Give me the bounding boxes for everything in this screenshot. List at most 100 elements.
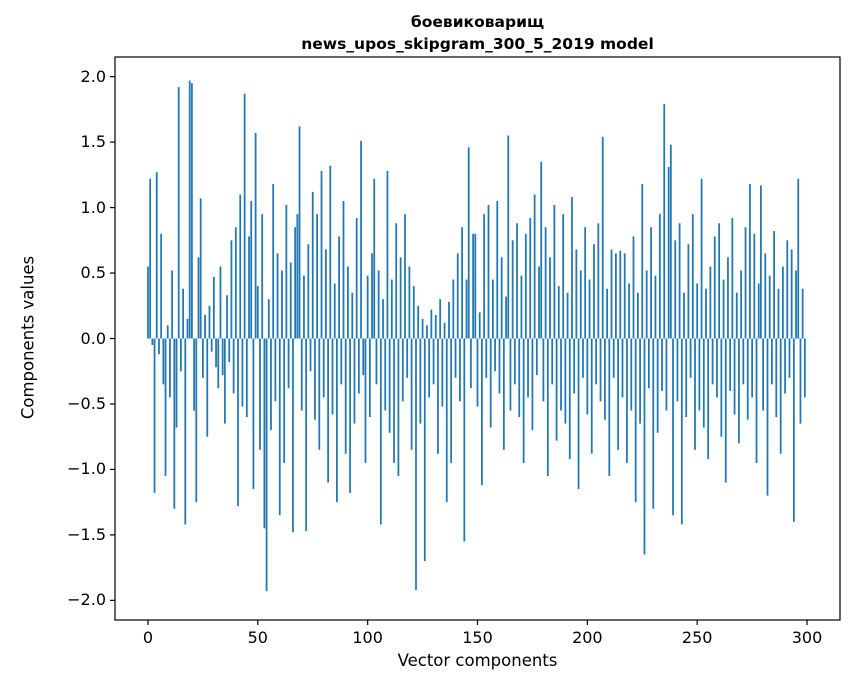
bar [230,240,233,339]
bar [191,83,193,339]
bar [379,338,382,525]
x-axis-label: Vector components [397,651,558,670]
bar [610,249,613,339]
bar [298,126,301,339]
bar [500,257,503,339]
bar [327,338,329,483]
bar [612,338,615,378]
bar [245,338,248,418]
bar [597,223,600,339]
bar [175,338,178,428]
bar [615,253,617,339]
y-tick-label: 0.5 [80,263,106,283]
bar [669,144,672,339]
bar [399,257,402,339]
bar [795,270,797,339]
bar [768,275,771,339]
bar [289,262,292,339]
bar [485,338,488,378]
bar [384,338,387,411]
bar [386,170,389,339]
bar [577,338,580,490]
bar [749,184,751,339]
bar [531,338,534,431]
bar [294,227,297,339]
bar [467,147,470,339]
bar [667,166,670,339]
bar [360,140,362,339]
bar [331,338,334,415]
chart-title-word: боевиковарищ [410,13,545,31]
bar [571,197,573,339]
bar [555,338,558,441]
bar [263,338,266,529]
bar [513,338,516,385]
bar [678,223,681,339]
bar [404,214,406,339]
bar [643,338,646,555]
bar [645,270,648,339]
bar [439,299,442,339]
bar [507,135,510,339]
bar [448,301,450,339]
bar [538,266,540,339]
bar [498,338,501,394]
x-tick-label: 150 [462,628,493,647]
bar [415,338,417,590]
bar [601,136,604,339]
bar [533,194,536,339]
x-tick-label: 250 [681,628,713,647]
bar [340,338,343,385]
bar [551,338,554,385]
bar [336,338,338,503]
bar [412,286,415,339]
bar [329,165,332,339]
bar [322,338,325,398]
bar [426,325,428,339]
bar [316,214,318,339]
bar [650,227,652,339]
bar [395,223,398,339]
bar [718,223,721,339]
bar [243,93,246,339]
bar [586,338,589,415]
x-tick-label: 200 [572,628,603,647]
bar [223,338,226,424]
bar [658,214,661,339]
bar [746,338,749,420]
bar [573,338,576,394]
bar [445,338,448,503]
bar [647,338,650,389]
bar [377,270,380,339]
bar [252,338,255,490]
bar [408,266,411,339]
bar [401,338,404,402]
bar [171,270,173,339]
bar [617,338,619,450]
bar [199,198,202,339]
bar [278,338,281,516]
bar [228,338,231,363]
bar [529,218,532,339]
bar [463,338,466,542]
bar [357,338,360,394]
bar [727,257,729,339]
bar [755,338,758,463]
bar [744,227,747,339]
bar [307,244,310,339]
bar [716,338,718,398]
bar [234,227,237,339]
bar [208,305,211,339]
bar [197,257,200,339]
bar [283,338,286,463]
bar [481,338,483,486]
bar [542,338,545,402]
bar [285,204,288,339]
bar [689,338,692,378]
bar [672,338,674,516]
bar [164,338,167,476]
bar [305,338,308,531]
y-tick-label: −2.0 [67,590,106,610]
bar [173,338,176,509]
